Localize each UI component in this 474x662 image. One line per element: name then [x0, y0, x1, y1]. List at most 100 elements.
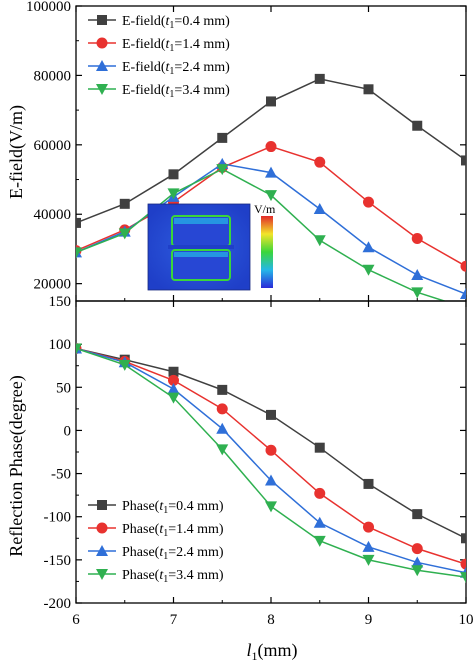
- top-series-layer: [76, 73, 466, 301]
- bottom-series-point: [412, 509, 423, 520]
- legend-prefix: E-field(: [122, 14, 166, 29]
- top-y-axis-title: E-field(V/m): [6, 105, 27, 199]
- bottom-y-tick-label: -200: [44, 596, 72, 612]
- top-series-point: [314, 73, 325, 84]
- legend-var: t: [166, 14, 171, 29]
- bottom-series-line-3: [76, 347, 466, 578]
- top-series-point: [217, 132, 228, 143]
- bottom-series-point: [314, 442, 325, 453]
- bottom-series-point: [167, 383, 180, 395]
- top-series-point: [461, 155, 466, 166]
- legend-suffix: =2.4 mm): [174, 60, 230, 75]
- legend-entry-0: Phase(t1=0.4 mm): [122, 499, 224, 516]
- colorbar-label: V/m: [254, 202, 276, 216]
- legend-sub: 1: [163, 528, 168, 539]
- legend-marker: [96, 84, 108, 95]
- top-series-point: [76, 217, 81, 228]
- top-y-tick-label: 100000: [26, 0, 71, 15]
- top-series-point: [314, 156, 326, 168]
- bottom-series-point: [216, 444, 229, 456]
- top-series-point: [265, 166, 277, 178]
- legend-marker: [96, 569, 108, 580]
- top-series-point: [168, 169, 179, 180]
- bottom-y-tick-label: -100: [44, 510, 72, 526]
- legend-var: t: [166, 60, 171, 75]
- top-series-point: [313, 203, 326, 215]
- legend-sub: 1: [163, 574, 168, 585]
- bottom-series-point: [411, 565, 424, 577]
- legend-marker: [96, 522, 108, 534]
- legend-sub: 1: [163, 505, 168, 516]
- legend-suffix: =0.4 mm): [174, 14, 230, 29]
- bottom-series-point: [314, 487, 326, 499]
- bottom-series-point: [167, 392, 180, 404]
- legend-suffix: =0.4 mm): [168, 499, 224, 514]
- bottom-series-point: [362, 540, 375, 552]
- bottom-series-line-2: [76, 347, 466, 574]
- bottom-series-point: [216, 403, 228, 415]
- bottom-series-layer: [76, 342, 466, 584]
- x-tick-label: 6: [72, 612, 80, 628]
- bottom-series-point: [168, 366, 179, 377]
- x-tick-label: 9: [365, 612, 373, 628]
- legend-var: t: [159, 522, 164, 537]
- top-series-point: [460, 260, 466, 272]
- bottom-series-point: [313, 516, 326, 528]
- legend-suffix: =1.4 mm): [168, 522, 224, 537]
- x-axis-title: l1(mm): [246, 640, 297, 662]
- bottom-y-tick-label: -50: [51, 467, 71, 483]
- top-series-point: [412, 120, 423, 131]
- top-bottom-tick-label: 150: [49, 294, 72, 310]
- legend-var: t: [166, 83, 171, 98]
- top-series-point: [265, 141, 277, 153]
- legend-sub: 1: [169, 43, 174, 54]
- top-series-point: [362, 264, 375, 276]
- bottom-series-point: [363, 478, 374, 489]
- legend-marker: [96, 37, 108, 49]
- top-series-point: [76, 247, 82, 259]
- top-series-point: [265, 190, 277, 202]
- colorbar: [261, 216, 273, 288]
- top-series-point: [363, 84, 374, 95]
- legend-marker: [96, 60, 108, 71]
- legend-entry-3: Phase(t1=3.4 mm): [122, 568, 224, 585]
- bottom-series-point: [363, 521, 374, 533]
- legend-entry-1: Phase(t1=1.4 mm): [122, 522, 224, 539]
- bottom-y-tick-label: 50: [56, 380, 71, 396]
- legend-prefix: E-field(: [122, 37, 166, 52]
- bottom-y-axis-title: Reflection Phase(degree): [6, 375, 27, 556]
- top-series-point: [216, 164, 229, 176]
- legend-sub: 1: [169, 89, 174, 100]
- legend-suffix: =3.4 mm): [168, 568, 224, 583]
- top-series-point: [411, 287, 424, 299]
- legend-prefix: E-field(: [122, 83, 166, 98]
- x-tick-label: 10: [459, 612, 474, 628]
- top-series-point: [266, 96, 276, 107]
- legend-entry-3: E-field(t1=3.4 mm): [122, 83, 230, 100]
- legend-entry-1: E-field(t1=1.4 mm): [122, 37, 230, 54]
- bottom-series-point: [411, 556, 424, 568]
- legend-var: t: [159, 499, 164, 514]
- bottom-y-tick-label: -150: [44, 553, 72, 569]
- legend-marker: [97, 500, 107, 510]
- legend-entry-0: E-field(t1=0.4 mm): [122, 14, 230, 31]
- bottom-y-tick-label: 100: [49, 337, 72, 353]
- legend-marker: [96, 545, 108, 556]
- top-series-point: [363, 196, 374, 208]
- top-series-point: [411, 233, 423, 245]
- bottom-series-point: [461, 533, 466, 544]
- bottom-series-point: [266, 409, 276, 420]
- top-series-point: [411, 268, 424, 280]
- bottom-series-point: [265, 501, 277, 513]
- bottom-series-point: [265, 474, 277, 486]
- legend-entry-2: E-field(t1=2.4 mm): [122, 60, 230, 77]
- top-series-point: [167, 188, 180, 200]
- legend-sub: 1: [169, 66, 174, 77]
- legend-sub: 1: [169, 20, 174, 31]
- legend-prefix: Phase(: [122, 522, 160, 537]
- x-tick-label: 8: [267, 612, 275, 628]
- bottom-series-point: [265, 444, 277, 456]
- legend-marker: [97, 15, 107, 25]
